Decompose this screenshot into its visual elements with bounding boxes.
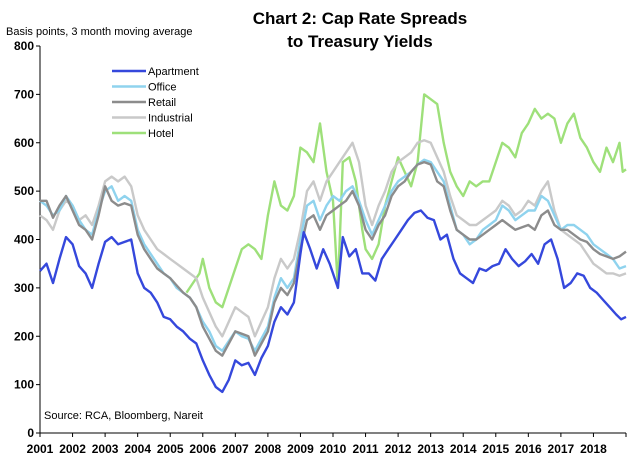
y-tick-label: 0 — [27, 426, 34, 440]
y-tick-label: 600 — [14, 136, 34, 150]
x-tick-label: 2005 — [157, 442, 184, 456]
chart-title-line-1: Chart 2: Cap Rate Spreads — [252, 9, 468, 28]
y-tick-label: 300 — [14, 281, 34, 295]
source-note: Source: RCA, Bloomberg, Nareit — [44, 410, 203, 422]
x-tick-label: 2001 — [27, 442, 54, 456]
x-tick-label: 2010 — [320, 442, 347, 456]
x-tick-label: 2003 — [92, 442, 119, 456]
series-layer — [39, 93, 627, 394]
x-tick-label: 2012 — [385, 442, 412, 456]
y-tick-label: 200 — [14, 329, 34, 343]
legend: Apartment Office Retail Industrial Hotel — [112, 66, 199, 140]
x-tick-label: 2002 — [59, 442, 86, 456]
x-tick-label: 2018 — [580, 442, 607, 456]
x-tick-label: 2014 — [450, 442, 477, 456]
x-tick-label: 2004 — [124, 442, 151, 456]
y-tick-label: 400 — [14, 233, 34, 247]
x-tick-label: 2006 — [189, 442, 216, 456]
series-line-industrial — [39, 139, 627, 338]
y-tick-label: 700 — [14, 87, 34, 101]
x-tick-label: 2016 — [515, 442, 542, 456]
x-tick-label: 2007 — [222, 442, 249, 456]
legend-label-apartment: Apartment — [148, 66, 199, 78]
x-tick-label: 2008 — [255, 442, 282, 456]
chart-title-line-2: to Treasury Yields — [287, 32, 433, 51]
y-tick-label: 800 — [14, 39, 34, 53]
series-line-apartment — [39, 209, 627, 394]
x-tick-label: 2015 — [482, 442, 509, 456]
y-tick-label: 100 — [14, 378, 34, 392]
y-axis-unit-label: Basis points, 3 month moving average — [6, 26, 193, 38]
x-tick-label: 2009 — [287, 442, 314, 456]
y-tick-label: 500 — [14, 184, 34, 198]
series-line-hotel — [185, 93, 627, 309]
legend-label-industrial: Industrial — [148, 113, 193, 125]
x-tick-label: 2011 — [353, 442, 379, 456]
legend-label-hotel: Hotel — [148, 128, 174, 140]
x-tick-label: 2013 — [417, 442, 444, 456]
legend-label-retail: Retail — [148, 97, 176, 109]
series-line-office — [39, 158, 627, 352]
legend-label-office: Office — [148, 82, 177, 94]
x-tick-label: 2017 — [548, 442, 575, 456]
axes: 0 100 200 300 400 500 600 700 800 2001 2002 2003 200… — [14, 39, 627, 456]
series-line-retail — [40, 160, 627, 357]
